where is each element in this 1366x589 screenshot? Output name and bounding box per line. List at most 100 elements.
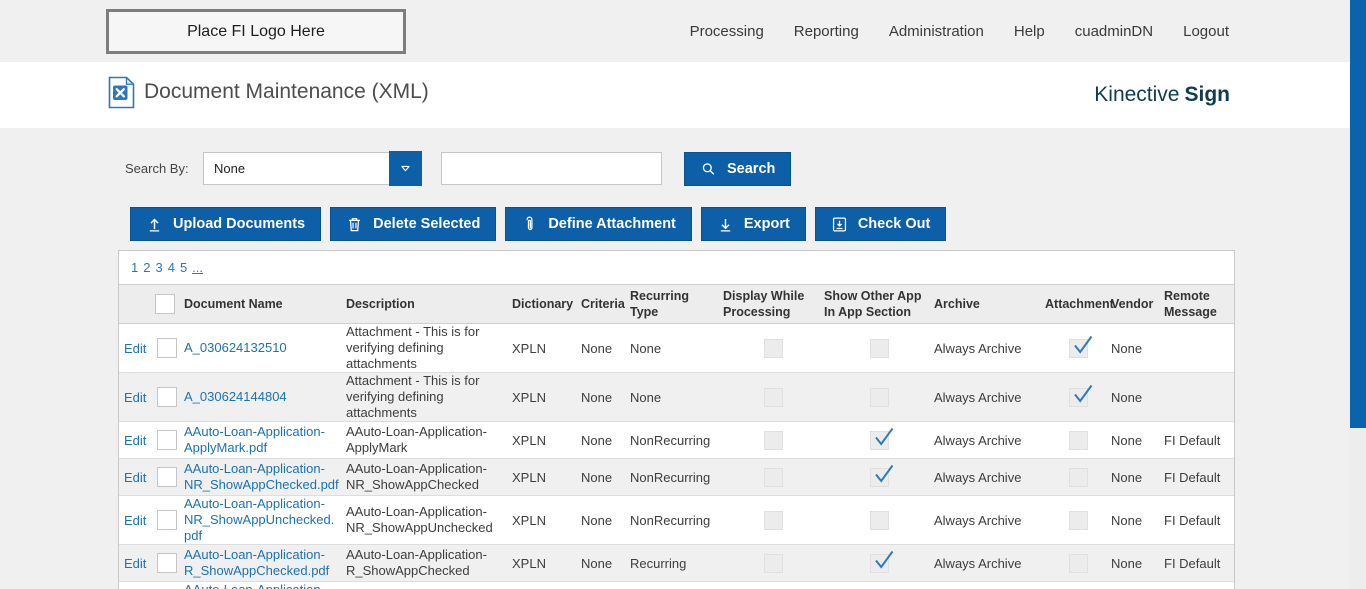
- nav-item-cuadmindn[interactable]: cuadminDN: [1074, 22, 1154, 40]
- row-select-checkbox[interactable]: [156, 338, 177, 358]
- nav-item-processing[interactable]: Processing: [689, 22, 764, 40]
- table-row: Edit A_030624144804 Attachment - This is f…: [119, 372, 1234, 422]
- column-header-criteria: Criteria: [581, 296, 625, 311]
- column-header-desc: Description: [346, 296, 415, 311]
- description-text: Attachment - This is for verifying defin…: [346, 324, 480, 371]
- table-row: Edit A_030624132510 Attachment - This is f…: [119, 323, 1234, 373]
- scrollbar[interactable]: [1350, 0, 1366, 589]
- description-text: AAuto-Loan-Application-NR_ShowAppUncheck…: [346, 504, 493, 535]
- edit-link[interactable]: Edit: [124, 512, 147, 528]
- cell-criteria: None: [581, 512, 613, 528]
- table-row: EditAAuto-Loan-Application-R_ShowAppUnch…: [119, 581, 1234, 589]
- cell-remote-message: FI Default: [1164, 469, 1221, 485]
- column-header-dwp: Display While Processing: [723, 288, 805, 319]
- document-name-link[interactable]: AAuto-Loan-Application-NR_ShowAppChecked…: [184, 461, 339, 492]
- document-name-link[interactable]: A_030624144804: [184, 389, 287, 404]
- nav-item-reporting[interactable]: Reporting: [793, 22, 859, 40]
- cell-dictionary: XPLN: [512, 582, 581, 589]
- cell-vendor: None: [1111, 555, 1143, 571]
- row-select-checkbox[interactable]: [156, 387, 177, 407]
- cell-criteria: None: [581, 389, 613, 405]
- fi-logo-placeholder: Place FI Logo Here: [106, 9, 406, 54]
- page-link-1[interactable]: 1: [131, 260, 139, 275]
- document-name-link[interactable]: A_030624132510: [184, 340, 287, 355]
- row-select-checkbox[interactable]: [156, 553, 177, 573]
- trash-icon: [346, 216, 363, 233]
- check-out-button[interactable]: Check Out: [814, 207, 947, 241]
- cell-recurring-type: NonRecurring: [630, 512, 711, 528]
- brand-regular: Kinective: [1094, 83, 1180, 106]
- top-bar: Place FI Logo Here Processing Reporting Ad…: [0, 0, 1366, 62]
- delete-selected-button-label: Delete Selected: [373, 216, 481, 232]
- document-name-link[interactable]: AAuto-Loan-Application-R_ShowAppChecked.…: [184, 547, 330, 578]
- row-select-checkbox[interactable]: [156, 510, 177, 530]
- column-header-edit: [119, 285, 149, 324]
- edit-link[interactable]: Edit: [124, 555, 147, 571]
- row-select-checkbox[interactable]: [156, 430, 177, 450]
- cell-vendor: None: [1111, 340, 1143, 356]
- scrollbar-thumb[interactable]: [1350, 0, 1366, 428]
- edit-link[interactable]: Edit: [124, 469, 147, 485]
- export-button[interactable]: Export: [700, 207, 806, 241]
- document-name-link[interactable]: AAuto-Loan-Application-R_ShowAppUnchecke…: [184, 582, 346, 589]
- document-name-link[interactable]: AAuto-Loan-Application-ApplyMark.pdf: [184, 424, 325, 455]
- page-link-...[interactable]: ...: [192, 260, 204, 275]
- search-button-label: Search: [727, 161, 776, 177]
- page-link-4[interactable]: 4: [167, 260, 175, 275]
- define-attachment-button[interactable]: Define Attachment: [505, 207, 692, 241]
- column-header-remote: Remote Message: [1164, 288, 1217, 319]
- chevron-down-icon[interactable]: [389, 151, 422, 186]
- row-select-checkbox[interactable]: [156, 467, 177, 487]
- search-by-select[interactable]: None: [203, 151, 422, 186]
- search-by-selected-value: None: [214, 161, 246, 176]
- show-other-app-checkbox: [869, 427, 893, 450]
- cell-archive: Always Archive: [934, 469, 1022, 485]
- search-button[interactable]: Search: [684, 152, 792, 186]
- page-header: Document Maintenance (XML) Kinective Sig…: [0, 62, 1366, 128]
- nav-item-logout[interactable]: Logout: [1183, 22, 1229, 40]
- search-input[interactable]: [441, 152, 662, 185]
- cell-remote-message: [1164, 324, 1234, 373]
- cell-recurring-type: NonRecurring: [630, 432, 711, 448]
- display-while-processing-checkbox: [764, 387, 783, 407]
- delete-selected-button[interactable]: Delete Selected: [330, 207, 497, 241]
- nav-item-administration[interactable]: Administration: [888, 22, 984, 40]
- page-link-3[interactable]: 3: [155, 260, 163, 275]
- upload-documents-button-label: Upload Documents: [173, 216, 306, 232]
- attachment-checkbox: [1068, 384, 1092, 407]
- checkout-icon: [831, 216, 848, 233]
- table-row: Edit AAuto-Loan-Application-NR_ShowAppUnc…: [119, 495, 1234, 545]
- search-icon: [700, 161, 717, 178]
- table-row: Edit AAuto-Loan-Application-R_ShowAppChec…: [119, 544, 1234, 582]
- documents-table: Document Name Description Dictionary Criter…: [119, 284, 1234, 589]
- document-name-link[interactable]: AAuto-Loan-Application-NR_ShowAppUncheck…: [184, 496, 335, 543]
- description-text: AAuto-Loan-Application-ApplyMark: [346, 424, 487, 455]
- edit-link[interactable]: Edit: [124, 340, 147, 356]
- column-header-archive: Archive: [934, 296, 980, 311]
- column-header-soa: Show Other App In App Section: [824, 288, 922, 319]
- edit-link[interactable]: Edit: [124, 432, 147, 448]
- cell-recurring-type: None: [630, 340, 662, 356]
- display-while-processing-checkbox: [764, 338, 783, 358]
- display-while-processing-checkbox: [764, 553, 783, 573]
- cell-dictionary: XPLN: [512, 469, 546, 485]
- select-all-checkbox[interactable]: [154, 294, 175, 314]
- toolbar: Upload Documents Delete Selected Define At…: [130, 207, 947, 241]
- display-while-processing-checkbox: [764, 510, 783, 530]
- cell-dictionary: XPLN: [512, 389, 546, 405]
- cell-criteria: None: [581, 555, 613, 571]
- page-link-2[interactable]: 2: [143, 260, 151, 275]
- page-title: Document Maintenance (XML): [144, 80, 429, 103]
- page-link-5[interactable]: 5: [179, 260, 188, 275]
- brand-logo: Kinective Sign: [1094, 62, 1230, 128]
- table-row: Edit AAuto-Loan-Application-ApplyMark.pdf…: [119, 421, 1234, 459]
- cell-dictionary: XPLN: [512, 512, 546, 528]
- upload-icon: [146, 216, 163, 233]
- cell-archive: Always Archive: [934, 389, 1022, 405]
- upload-documents-button[interactable]: Upload Documents: [130, 207, 322, 241]
- edit-link[interactable]: Edit: [124, 389, 147, 405]
- nav-item-help[interactable]: Help: [1013, 22, 1045, 40]
- cell-vendor: None: [1111, 432, 1143, 448]
- cell-archive: Always Archive: [934, 512, 1022, 528]
- cell-vendor: None: [1111, 469, 1143, 485]
